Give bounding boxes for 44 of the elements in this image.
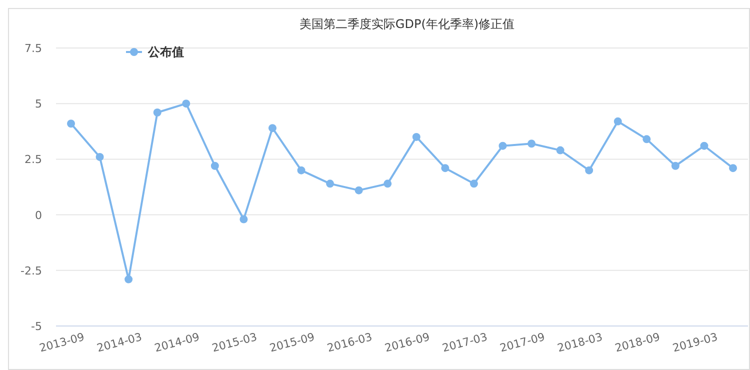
x-tick-label: 2019-03 [671, 330, 719, 355]
x-tick-label: 2018-09 [614, 330, 662, 355]
point [642, 135, 651, 144]
x-tick-label: 2017-09 [498, 330, 546, 355]
x-tick-label: 2014-09 [153, 330, 201, 355]
point [268, 124, 276, 132]
point [96, 152, 104, 161]
legend-label: 公布值 [147, 45, 184, 59]
x-tick-label: 2018-03 [556, 330, 604, 355]
point [210, 162, 219, 170]
x-tick-label: 2016-03 [326, 330, 374, 355]
point [614, 117, 622, 126]
x-tick-label: 2017-03 [440, 330, 489, 355]
point [354, 186, 363, 194]
chart-title: 美国第二季度实际GDP(年化季率)修正值 [299, 17, 515, 31]
point [240, 215, 248, 224]
point [384, 180, 392, 188]
point [700, 142, 708, 150]
point [412, 132, 420, 141]
y-tick-label: 5 [35, 98, 42, 111]
point [153, 108, 162, 116]
point [528, 140, 536, 148]
x-tick-label: 2014-03 [96, 330, 144, 355]
point [441, 164, 450, 172]
y-tick-label: -5 [31, 320, 42, 333]
x-tick-label: 2015-03 [210, 330, 258, 355]
point [124, 275, 133, 284]
point [182, 100, 190, 108]
y-tick-label: 0 [35, 208, 42, 222]
point [326, 180, 334, 188]
point [470, 180, 478, 188]
point [585, 166, 594, 174]
point [297, 166, 306, 174]
point [671, 162, 680, 170]
x-tick-label: 2016-09 [383, 330, 432, 355]
y-tick-label: 7.5 [24, 42, 42, 55]
point [729, 164, 737, 172]
x-tick-label: 2013-09 [38, 330, 86, 355]
y-tick-label: 2.5 [24, 153, 42, 166]
y-tick-label: -2.5 [20, 264, 42, 278]
point [556, 146, 564, 154]
point [67, 120, 75, 128]
x-tick-label: 2015-09 [268, 330, 316, 355]
point [498, 142, 507, 150]
